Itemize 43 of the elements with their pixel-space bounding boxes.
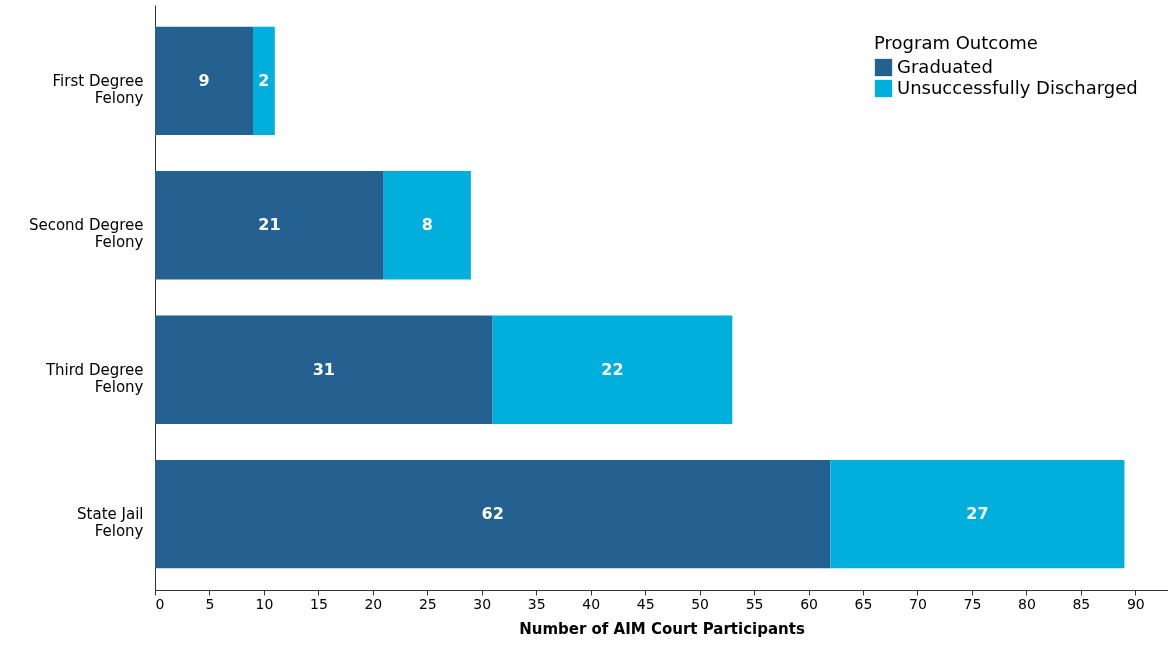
data-label: 62: [481, 504, 504, 524]
x-tick-label: 90: [1126, 595, 1145, 612]
x-tick-label: 20: [364, 595, 383, 612]
y-tick-label: Third Degree Felony: [44, 360, 144, 396]
x-tick-label: 45: [636, 595, 655, 612]
x-tick-label: 15: [309, 595, 328, 612]
data-label: 22: [601, 359, 624, 379]
x-tick-label: 60: [800, 595, 818, 612]
x-tick-label: 75: [963, 595, 982, 612]
x-tick-label: 70: [909, 595, 927, 612]
x-tick-label: 5: [205, 595, 215, 612]
legend-label: Graduated: [897, 55, 993, 77]
y-tick-label: First Degree Felony: [52, 71, 144, 107]
x-tick-label: 25: [418, 595, 437, 612]
x-tick-label: 55: [745, 595, 764, 612]
legend-title: Program Outcome: [874, 32, 1038, 53]
legend-label: Unsuccessfully Discharged: [897, 76, 1138, 98]
x-tick-label: 85: [1072, 595, 1091, 612]
x-tick-label: 35: [527, 595, 546, 612]
x-tick-label: 80: [1017, 595, 1036, 612]
y-tick-label: State Jail Felony: [77, 505, 144, 541]
x-tick-label: 30: [473, 595, 492, 612]
x-tick-label: 10: [255, 595, 274, 612]
bar: [492, 315, 733, 424]
bar: [155, 460, 831, 569]
bar: [253, 26, 275, 135]
data-label: 8: [421, 215, 433, 235]
bar: [383, 171, 471, 280]
x-tick-label: 50: [691, 595, 710, 612]
x-tick-label: 0: [155, 595, 165, 612]
data-label: 27: [966, 504, 989, 524]
x-tick-label: 40: [582, 595, 601, 612]
data-label: 31: [312, 359, 335, 379]
x-tick-label: 65: [854, 595, 873, 612]
bar: [155, 171, 384, 280]
data-label: 21: [258, 215, 281, 235]
bar: [155, 315, 493, 424]
bar: [830, 460, 1125, 569]
data-label: 9: [198, 70, 210, 90]
x-axis-title: Number of AIM Court Participants: [519, 619, 805, 638]
data-label: 2: [258, 70, 270, 90]
y-tick-label: Second Degree Felony: [28, 216, 144, 252]
bar: [155, 26, 254, 135]
